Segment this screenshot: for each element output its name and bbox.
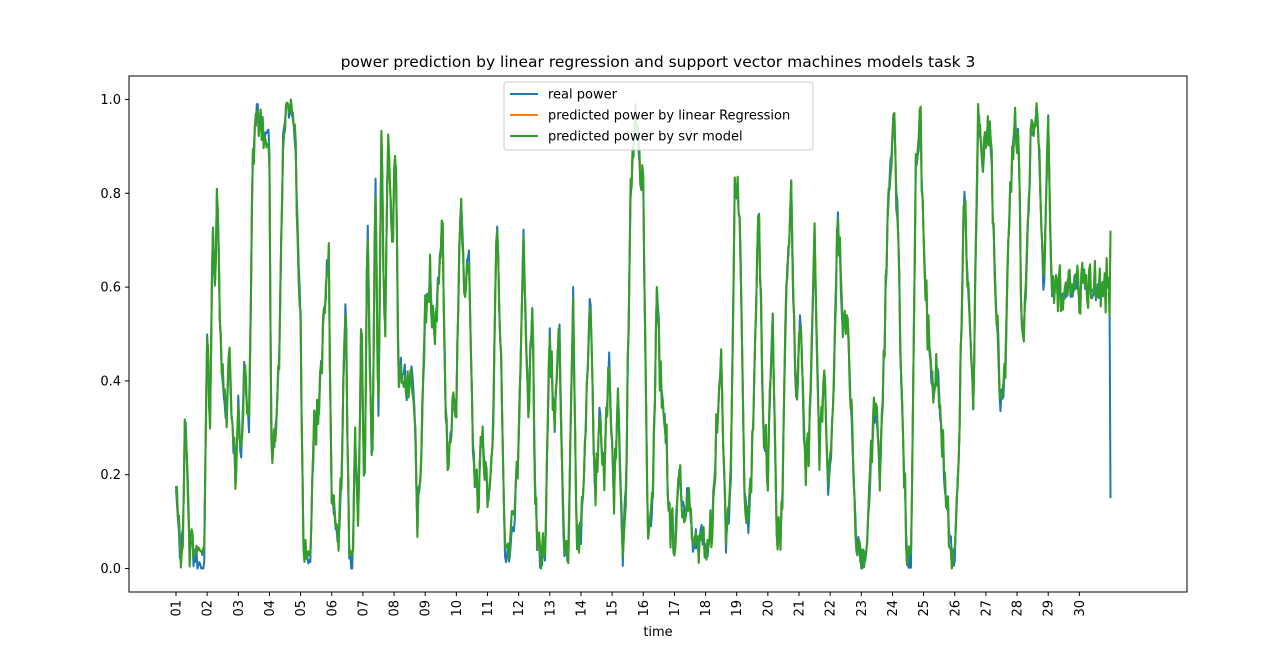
x-tick-label: 26 [948,600,963,617]
plot-frame [128,75,1188,593]
y-tick-label: 0.8 [100,187,121,202]
x-tick-label: 08 [388,600,403,617]
x-tick-label: 07 [356,600,371,617]
y-tick-label: 0.4 [100,374,121,389]
legend-label: predicted power by linear Regression [548,109,790,124]
legend-box [503,81,814,151]
y-tick-label: 1.0 [100,93,121,108]
x-tick-label: 28 [1011,600,1026,617]
x-axis-ticks: 01 02 03 04 05 06 07 08 09 10 11 12 13 14 15 16 17 18 19 20… [170,592,1088,617]
legend-label: real power [548,88,618,103]
legend: real power predicted power by linear Regr… [503,81,814,151]
x-tick-label: 17 [668,600,683,617]
x-tick-label: 03 [232,600,247,617]
x-tick-label: 09 [419,600,434,617]
x-tick-label: 05 [294,600,309,617]
y-tick-label: 0.0 [100,562,121,577]
series-svr [175,98,1112,570]
x-tick-label: 06 [325,600,340,617]
x-tick-label: 25 [917,600,932,617]
x-tick-label: 15 [606,600,621,617]
x-tick-label: 27 [979,600,994,617]
x-tick-label: 21 [793,600,808,617]
chart-title: power prediction by linear regression an… [341,53,976,71]
x-tick-label: 24 [886,600,901,617]
y-tick-label: 0.2 [100,468,121,483]
y-axis-ticks: 0.0 0.2 0.4 0.6 0.8 1.0 [100,93,129,577]
x-tick-label: 22 [824,600,839,617]
x-tick-label: 29 [1042,600,1057,617]
x-tick-label: 16 [637,600,652,617]
x-tick-label: 01 [170,600,185,617]
x-axis-label: time [643,625,672,640]
series-layer [175,98,1112,570]
x-tick-label: 30 [1073,600,1088,617]
x-tick-label: 02 [201,600,216,617]
x-tick-label: 10 [450,600,465,617]
x-tick-label: 12 [512,600,527,617]
x-tick-label: 19 [730,600,745,617]
x-tick-label: 04 [263,600,278,617]
y-tick-label: 0.6 [100,281,121,296]
x-tick-label: 11 [481,600,496,617]
x-tick-label: 23 [855,600,870,617]
x-tick-label: 20 [761,600,776,617]
x-tick-label: 13 [543,600,558,617]
x-tick-label: 14 [574,600,589,617]
legend-label: predicted power by svr model [548,130,743,145]
x-tick-label: 18 [699,600,714,617]
